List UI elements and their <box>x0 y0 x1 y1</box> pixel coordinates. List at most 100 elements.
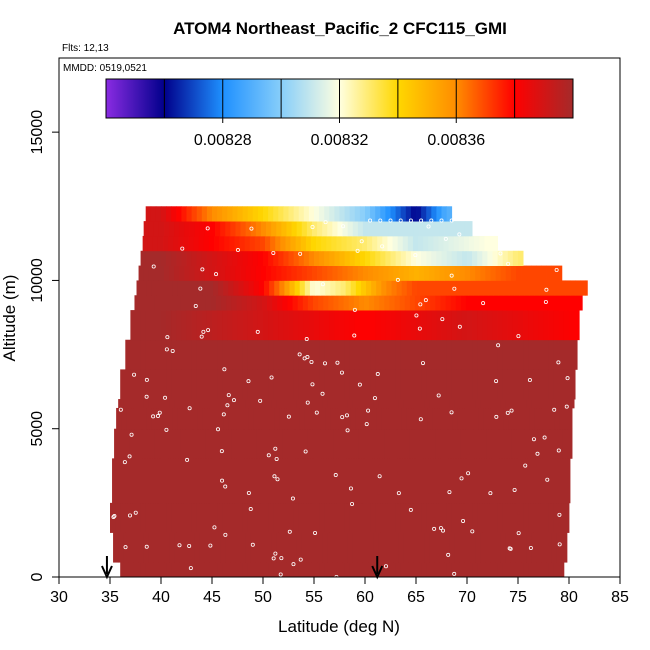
curtain-cell <box>464 532 471 563</box>
sample-point <box>155 414 160 419</box>
curtain-cell <box>122 458 128 504</box>
curtain-cell <box>310 235 317 252</box>
curtain-cell <box>136 407 143 430</box>
sample-point <box>188 566 193 571</box>
curtain-cell <box>201 562 208 577</box>
curtain-cell <box>459 532 466 563</box>
curtain-cell <box>206 369 213 400</box>
curtain-cell <box>429 399 435 409</box>
curtain-cell <box>268 250 274 266</box>
curtain-cell <box>187 407 194 430</box>
curtain-cell <box>385 369 391 400</box>
curtain-cell <box>426 206 432 222</box>
curtain-cell <box>141 407 148 430</box>
curtain-cell <box>489 458 495 504</box>
curtain-cell <box>133 399 139 409</box>
curtain-cell <box>390 206 396 222</box>
sample-point <box>339 370 344 375</box>
sample-point <box>552 407 557 412</box>
curtain-cell <box>417 280 423 296</box>
curtain-cell <box>553 369 560 400</box>
curtain-cell <box>138 532 145 563</box>
curtain-cell <box>223 280 229 296</box>
curtain-cell <box>427 280 433 296</box>
curtain-cell <box>461 502 468 533</box>
curtain-cell <box>395 369 402 400</box>
curtain-cell <box>386 407 392 430</box>
curtain-cell <box>255 265 262 281</box>
curtain-cell <box>405 562 412 577</box>
curtain-cell <box>342 399 349 409</box>
curtain-cell <box>227 502 233 533</box>
curtain-cell <box>267 428 273 459</box>
curtain-cell <box>528 502 534 533</box>
curtain-cell <box>483 280 489 296</box>
curtain-cell <box>286 399 292 409</box>
curtain-cell <box>261 295 268 311</box>
curtain-cell <box>133 532 139 563</box>
curtain-cell <box>186 206 192 222</box>
curtain-cell <box>320 280 326 296</box>
curtain-cell <box>506 428 513 459</box>
curtain-cell <box>554 280 561 296</box>
curtain-cell <box>392 458 399 504</box>
curtain-cell <box>172 407 178 430</box>
curtain-cell <box>528 369 534 400</box>
curtain-cell <box>319 502 325 533</box>
curtain-cell <box>151 280 158 296</box>
curtain-cell <box>456 250 463 266</box>
curtain-cell <box>405 206 412 222</box>
curtain-cell <box>280 458 286 504</box>
curtain-cell <box>162 407 168 430</box>
curtain-cell <box>138 265 145 281</box>
curtain-cell <box>352 265 359 281</box>
curtain-cell <box>411 407 418 430</box>
curtain-cell <box>196 310 203 341</box>
curtain-cell <box>283 502 289 533</box>
curtain-cell <box>419 532 425 563</box>
sample-point <box>449 410 454 415</box>
sample-point <box>246 379 251 384</box>
curtain-cell <box>352 532 359 563</box>
sample-point <box>426 224 431 229</box>
curtain-cell <box>407 458 414 504</box>
curtain-cell <box>248 280 255 296</box>
sample-point <box>417 326 422 331</box>
curtain-cell <box>439 221 445 237</box>
curtain-cell <box>355 407 362 430</box>
curtain-cell <box>201 206 208 222</box>
curtain-cell <box>431 206 437 222</box>
curtain-cell <box>158 399 165 409</box>
curtain-cell <box>558 502 565 533</box>
curtain-cell <box>510 265 517 281</box>
curtain-cell <box>347 265 354 281</box>
curtain-cell <box>450 428 457 459</box>
curtain-cell <box>383 221 389 237</box>
sample-point <box>164 427 169 432</box>
curtain-cell <box>501 295 508 311</box>
curtain-cell <box>142 235 149 252</box>
sample-point <box>272 474 277 479</box>
curtain-cell <box>394 295 401 311</box>
curtain-cell <box>318 295 324 311</box>
curtain-cell <box>551 532 558 563</box>
curtain-cell <box>378 265 384 281</box>
curtain-cell <box>307 295 314 311</box>
curtain-cell <box>444 221 451 237</box>
curtain-cell <box>416 369 422 400</box>
curtain-cell <box>242 339 249 370</box>
curtain-cell <box>518 250 524 266</box>
curtain-cell <box>400 339 407 370</box>
curtain-cell <box>401 407 408 430</box>
curtain-cell <box>375 250 381 266</box>
curtain-cell <box>314 562 320 577</box>
curtain-cell <box>419 221 425 237</box>
curtain-cell <box>407 235 414 252</box>
sample-point <box>206 328 211 333</box>
curtain-cell <box>470 399 476 409</box>
curtain-cell <box>459 221 466 237</box>
curtain-cell <box>121 407 127 430</box>
curtain-cell <box>186 250 192 266</box>
curtain-cell <box>325 407 331 430</box>
curtain-cell <box>251 428 258 459</box>
